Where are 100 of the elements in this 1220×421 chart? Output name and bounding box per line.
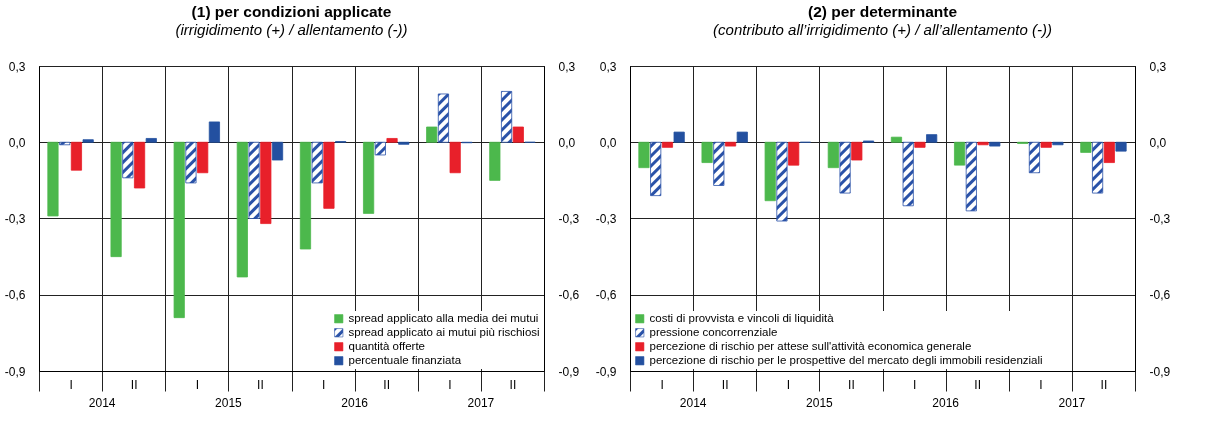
x-tick-label: II [509,377,517,392]
bar [977,141,989,146]
y-tick-label: -0,9 [4,364,26,379]
text: 2017 [467,396,495,410]
bar [122,141,134,179]
bar [426,126,438,143]
bar [776,141,788,222]
x-tick-label: II [848,377,855,392]
text: -0,6 [558,288,580,303]
bar [661,141,673,148]
bar [724,141,737,147]
bar [638,141,650,169]
y-tick-label: -0,3 [4,212,26,226]
x-tick-label: II [383,377,391,392]
bar [185,141,197,184]
chart-subtitle: (contributo all’irrigidimento (+) / all’allentamento (-)) [713,21,1052,38]
y-tick-label: -0,6 [595,288,617,303]
bar [713,141,725,186]
bar [236,141,248,278]
bar [1040,141,1052,148]
text: -0,3 [1149,212,1171,226]
bar [851,141,863,161]
bar [890,136,903,143]
y-tick-label: -0,6 [4,288,26,303]
text: -0,3 [558,212,580,226]
text: -0,6 [1149,288,1171,303]
bar [311,141,323,184]
legend-label: percentuale finanziata [348,353,462,366]
text: 2015 [215,396,243,410]
text: 2014 [679,396,707,410]
legend-label: pressione concorrenziale [649,325,778,338]
y-tick-label: -0,3 [595,212,617,226]
bar [501,91,513,143]
chart-title: (1) per condizioni applicate [191,2,392,20]
chart-subtitle: (irrigidimento (+) / allentamento (-)) [175,21,408,38]
text: 0,3 [1149,59,1167,74]
x-tick-label: I [786,377,790,392]
text: 2017 [1058,396,1086,410]
y-tick-label: 0,3 [599,59,617,74]
bar [1115,141,1127,152]
bar [437,93,450,143]
bar [839,141,851,194]
bar [512,126,524,143]
x-tick-label: I [1039,377,1043,392]
bar [398,141,410,145]
bar [449,141,461,174]
x-tick-label: I [321,377,326,392]
bar [173,141,185,319]
bar [133,141,146,189]
x-tick-label: I [448,377,452,392]
bar [965,141,977,212]
bar [363,141,375,214]
x-tick-label: I [660,377,664,392]
legend-label: quantità offerte [348,339,426,352]
x-tick-label: II [721,377,729,392]
bar [650,141,662,197]
bar [954,141,966,166]
legend-label: percezione di rischio per attese sull'attività economica generale [649,339,972,352]
text: 0,3 [558,59,576,74]
x-tick-label: II [1100,377,1108,392]
legend-label: spread applicato alla media dei mutui [348,311,539,324]
text: -0,9 [1149,364,1171,379]
y-tick-label: -0,9 [595,364,617,379]
bar [701,141,713,163]
bar [70,141,82,171]
bar [736,131,748,143]
bar [248,141,260,219]
x-tick-label: II [974,377,982,392]
x-tick-label: I [195,377,199,392]
bar [197,141,209,174]
bar [989,141,1001,147]
bar [386,138,398,143]
bar [299,141,312,250]
bar [788,141,800,166]
bar [47,141,59,217]
bar [764,141,776,202]
bar [374,141,386,156]
bar [323,141,335,209]
text: 2015 [806,396,834,410]
bar [82,139,94,143]
text: -0,9 [558,364,580,379]
bar [1080,141,1092,153]
bar [59,141,71,146]
text: 2014 [88,396,116,410]
x-tick-label: II [130,377,138,392]
x-tick-label: I [912,377,917,392]
bar [1028,141,1041,174]
bar [489,141,501,181]
x-tick-label: II [257,377,264,392]
y-tick-label: 0,0 [599,135,617,150]
chart-title: (2) per determinante [807,2,958,20]
legend-label: costi di provvista e vincoli di liquidità [649,311,835,324]
bar [1052,141,1064,146]
bar [827,141,839,169]
text: 2016 [341,396,369,410]
bar [926,134,938,143]
bar [902,141,914,207]
legend-label: percezione di rischio per le prospettive del mercato degli immobili residenziali [649,353,1043,366]
legend-label: spread applicato ai mutui più rischiosi [348,325,540,338]
text: 2016 [932,396,960,410]
